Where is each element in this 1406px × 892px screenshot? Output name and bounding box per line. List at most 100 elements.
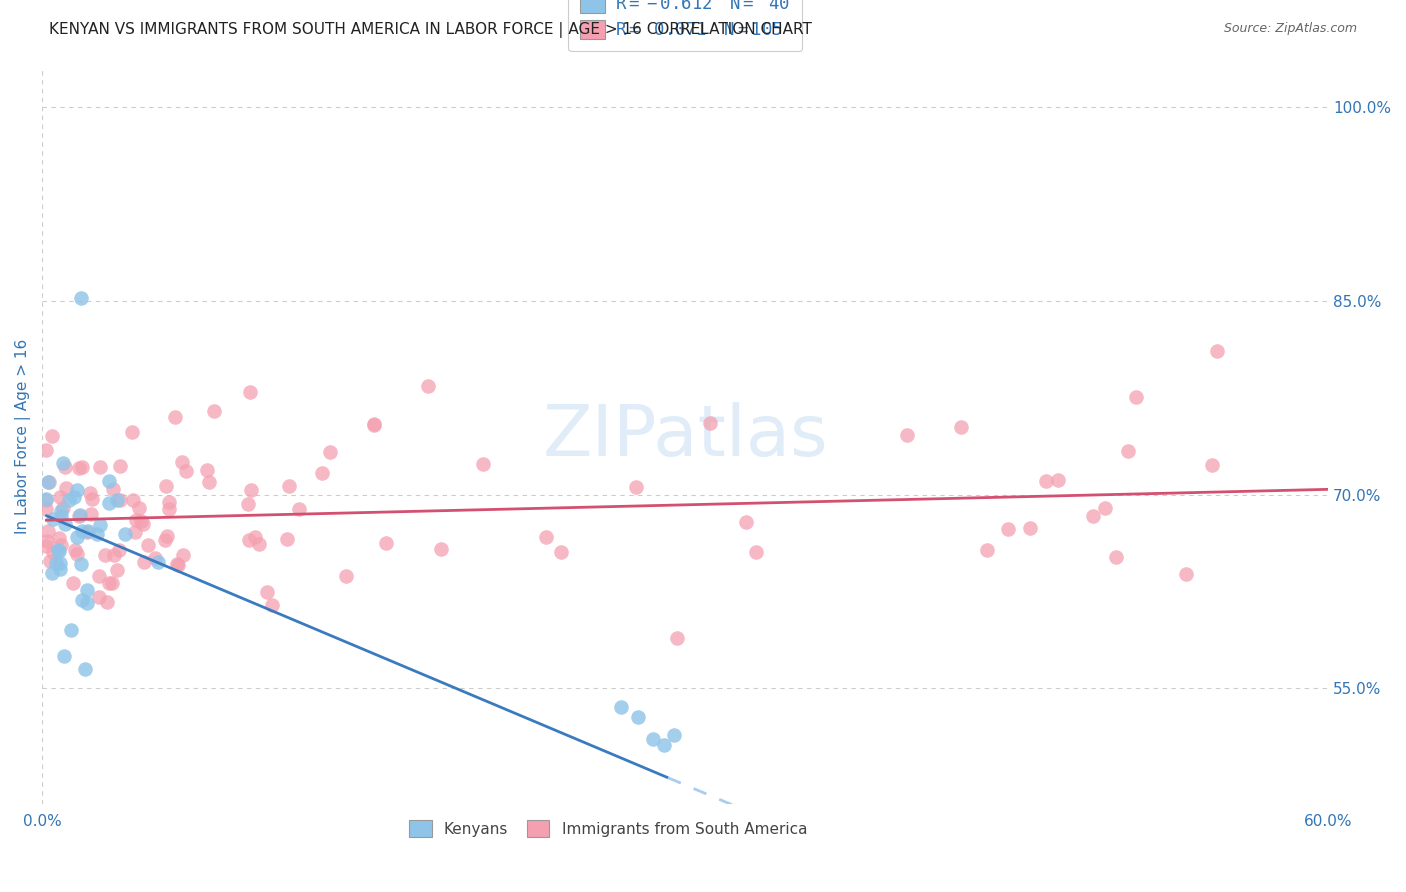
Y-axis label: In Labor Force | Age > 16: In Labor Force | Age > 16 xyxy=(15,339,31,534)
Point xyxy=(124,524,146,539)
Point xyxy=(652,738,675,752)
Point xyxy=(35,533,58,548)
Point xyxy=(52,501,75,516)
Point xyxy=(534,530,557,544)
Point xyxy=(121,425,143,440)
Point xyxy=(155,479,177,493)
Point xyxy=(134,556,156,570)
Point xyxy=(35,502,58,516)
Point xyxy=(45,556,67,570)
Point xyxy=(416,379,439,393)
Point xyxy=(641,731,664,746)
Point xyxy=(1174,566,1197,581)
Text: Source: ZipAtlas.com: Source: ZipAtlas.com xyxy=(1223,22,1357,36)
Point xyxy=(46,543,69,558)
Point xyxy=(896,428,918,442)
Point xyxy=(105,493,128,508)
Point xyxy=(1018,521,1040,535)
Point xyxy=(239,384,262,399)
Point xyxy=(89,518,111,533)
Point xyxy=(42,512,65,526)
Point xyxy=(69,508,91,522)
Point xyxy=(198,475,221,489)
Point xyxy=(610,700,633,714)
Point xyxy=(278,479,301,493)
Point xyxy=(319,445,342,459)
Point xyxy=(63,490,86,504)
Point xyxy=(87,590,110,604)
Point xyxy=(1105,549,1128,564)
Point xyxy=(101,576,124,591)
Point xyxy=(76,596,98,610)
Point xyxy=(363,417,385,431)
Point xyxy=(166,558,188,573)
Point xyxy=(202,403,225,417)
Point xyxy=(129,514,152,528)
Point xyxy=(72,459,94,474)
Point xyxy=(627,709,650,723)
Text: ZIPatlas: ZIPatlas xyxy=(543,402,828,471)
Point xyxy=(108,493,131,508)
Point xyxy=(153,533,176,547)
Point xyxy=(76,582,98,597)
Point xyxy=(1047,473,1070,487)
Point xyxy=(70,524,93,538)
Point xyxy=(699,416,721,430)
Point xyxy=(89,460,111,475)
Point xyxy=(238,497,260,511)
Point xyxy=(103,482,125,496)
Point xyxy=(174,464,197,478)
Point xyxy=(472,457,495,471)
Point xyxy=(76,524,98,538)
Point xyxy=(1206,344,1229,359)
Point xyxy=(238,533,260,547)
Text: KENYAN VS IMMIGRANTS FROM SOUTH AMERICA IN LABOR FORCE | AGE > 16 CORRELATION CH: KENYAN VS IMMIGRANTS FROM SOUTH AMERICA … xyxy=(49,22,813,38)
Point xyxy=(103,549,125,563)
Point xyxy=(335,568,357,582)
Point xyxy=(37,524,59,539)
Point xyxy=(93,548,115,562)
Point xyxy=(240,483,263,497)
Point xyxy=(55,459,77,474)
Point xyxy=(70,558,93,572)
Point xyxy=(114,526,136,541)
Point xyxy=(35,442,58,457)
Point xyxy=(35,539,58,553)
Point xyxy=(1083,509,1105,524)
Point xyxy=(276,532,298,546)
Point xyxy=(70,593,93,607)
Point xyxy=(949,419,972,434)
Point xyxy=(73,662,96,676)
Point xyxy=(1035,474,1057,488)
Point xyxy=(49,491,72,505)
Point xyxy=(51,504,73,518)
Legend: Kenyans, Immigrants from South America: Kenyans, Immigrants from South America xyxy=(401,813,815,845)
Point xyxy=(245,530,267,544)
Point xyxy=(55,481,77,495)
Point xyxy=(132,517,155,532)
Point xyxy=(79,486,101,500)
Point xyxy=(256,585,278,599)
Point xyxy=(745,544,768,558)
Point xyxy=(128,501,150,516)
Point xyxy=(157,495,180,509)
Point xyxy=(288,502,311,516)
Point xyxy=(66,547,89,561)
Point xyxy=(67,461,90,475)
Point xyxy=(48,544,70,558)
Point xyxy=(363,417,385,432)
Point xyxy=(1118,443,1140,458)
Point xyxy=(66,531,89,545)
Point xyxy=(165,409,187,424)
Point xyxy=(69,291,91,305)
Point xyxy=(1201,458,1223,472)
Point xyxy=(105,563,128,577)
Point xyxy=(260,598,283,612)
Point xyxy=(375,535,398,549)
Point xyxy=(195,463,218,477)
Point xyxy=(976,543,998,558)
Point xyxy=(664,728,686,742)
Point xyxy=(49,562,72,576)
Point xyxy=(59,623,82,637)
Point xyxy=(49,509,72,524)
